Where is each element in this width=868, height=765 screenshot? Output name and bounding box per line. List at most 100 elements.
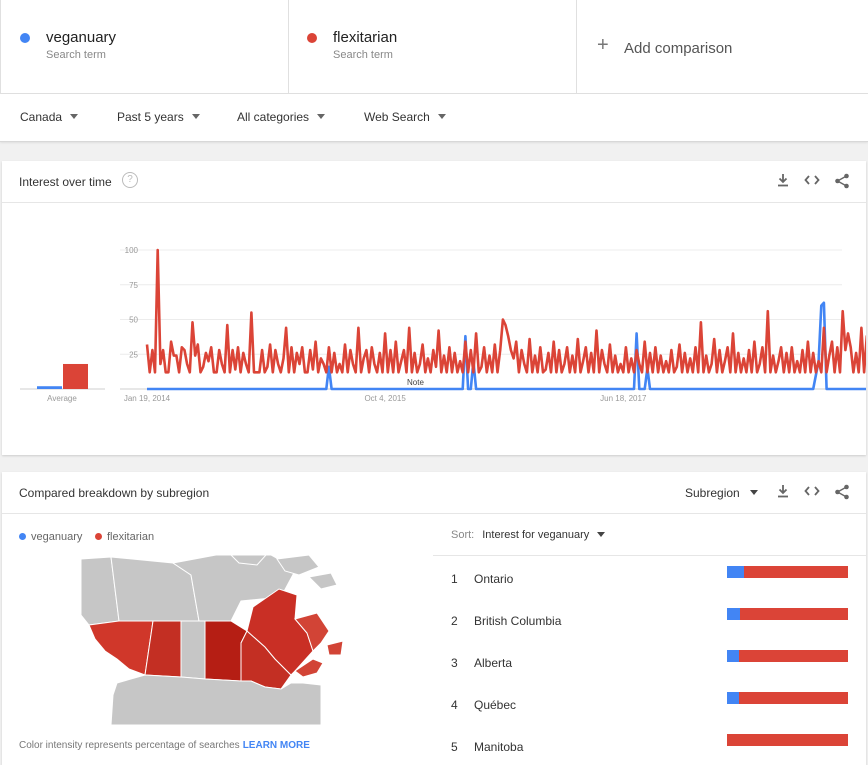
x-tick-label: Oct 4, 2015 bbox=[364, 394, 406, 403]
list-item[interactable]: 3 Alberta bbox=[451, 650, 866, 676]
dropdown-caret-icon bbox=[597, 531, 606, 537]
interest-bar bbox=[727, 608, 848, 620]
region-name: British Columbia bbox=[474, 614, 562, 628]
search-terms-bar: veganuary Search term flexitarian Search… bbox=[0, 0, 868, 94]
y-tick-label: 50 bbox=[129, 316, 138, 325]
download-icon[interactable] bbox=[774, 173, 792, 191]
interest-over-time-chart: 100 75 50 25 Jan 19, 2014 Oct 4, 2015 Jun 18, … bbox=[20, 246, 866, 403]
rank: 1 bbox=[451, 572, 458, 586]
help-icon[interactable]: ? bbox=[122, 172, 138, 188]
legend-dot-icon bbox=[95, 532, 102, 540]
card-header: Compared breakdown by subregion Subregio… bbox=[2, 472, 866, 514]
category-filter-label: All categories bbox=[237, 110, 310, 124]
dropdown-caret-icon bbox=[70, 114, 79, 120]
category-filter[interactable]: All categories bbox=[237, 110, 326, 124]
legend-label: veganuary bbox=[31, 531, 83, 543]
term-type: Search term bbox=[46, 49, 106, 61]
map-region-saskatchewan bbox=[180, 620, 206, 680]
learn-more-link[interactable]: LEARN MORE bbox=[242, 740, 310, 751]
series-dot-icon bbox=[307, 33, 317, 43]
series-dot-icon bbox=[20, 33, 30, 43]
list-item[interactable]: 1 Ontario bbox=[451, 566, 866, 592]
term-type: Search term bbox=[333, 49, 393, 61]
plus-icon: + bbox=[597, 34, 609, 56]
map-region-maritimes bbox=[294, 658, 324, 678]
map-region-british-columbia bbox=[88, 620, 154, 676]
card-header: Interest over time ? bbox=[2, 161, 866, 203]
region-name: Ontario bbox=[474, 572, 514, 586]
interest-bar bbox=[727, 650, 848, 662]
map-region-nunavut bbox=[171, 555, 297, 622]
embed-icon[interactable] bbox=[803, 173, 821, 191]
canada-subregion-map[interactable] bbox=[81, 555, 355, 725]
dropdown-caret-icon bbox=[317, 114, 326, 120]
list-item[interactable]: 2 British Columbia bbox=[451, 608, 866, 634]
y-tick-label: 25 bbox=[129, 350, 138, 359]
search-type-filter[interactable]: Web Search bbox=[364, 110, 446, 124]
search-type-filter-label: Web Search bbox=[364, 110, 430, 124]
sort-value: Interest for veganuary bbox=[482, 529, 590, 541]
search-term-veganuary[interactable]: veganuary Search term bbox=[0, 0, 289, 94]
list-item[interactable]: 5 Manitoba bbox=[451, 734, 866, 760]
dropdown-caret-icon bbox=[191, 114, 200, 120]
veganuary-bar-segment bbox=[727, 608, 741, 620]
download-icon[interactable] bbox=[774, 484, 792, 502]
card-title: Interest over time bbox=[19, 175, 112, 189]
list-item[interactable]: 4 Québec bbox=[451, 692, 866, 718]
average-bar-veganuary bbox=[37, 386, 62, 389]
rank: 5 bbox=[451, 740, 458, 754]
average-label: Average bbox=[47, 394, 77, 403]
legend-label: flexitarian bbox=[107, 531, 155, 543]
share-icon[interactable] bbox=[833, 484, 851, 502]
sort-control[interactable]: Sort: Interest for veganuary bbox=[451, 529, 606, 541]
divider bbox=[433, 555, 866, 556]
legend-item-veganuary: veganuary bbox=[19, 531, 82, 543]
subregion-selector-label: Subregion bbox=[685, 486, 740, 500]
time-filter-label: Past 5 years bbox=[117, 110, 184, 124]
series-line-veganuary bbox=[147, 301, 866, 391]
interest-bar bbox=[727, 692, 848, 704]
map-usa bbox=[110, 674, 322, 725]
x-tick-label: Jun 18, 2017 bbox=[600, 394, 647, 403]
region-filter[interactable]: Canada bbox=[20, 110, 79, 124]
veganuary-bar-segment bbox=[727, 650, 740, 662]
x-tick-label: Jan 19, 2014 bbox=[124, 394, 171, 403]
rank: 4 bbox=[451, 698, 458, 712]
embed-icon[interactable] bbox=[803, 484, 821, 502]
interest-over-time-card: Interest over time ? 100 75 50 25 Jan 19, 20… bbox=[2, 161, 866, 455]
search-term-flexitarian[interactable]: flexitarian Search term bbox=[288, 0, 577, 94]
region-name: Manitoba bbox=[474, 740, 524, 754]
subregion-card: Compared breakdown by subregion Subregio… bbox=[2, 472, 866, 765]
term-name: veganuary bbox=[46, 29, 117, 46]
card-title: Compared breakdown by subregion bbox=[19, 486, 210, 500]
series-line-flexitarian bbox=[145, 248, 866, 374]
region-name: Alberta bbox=[474, 656, 513, 670]
map-note: Color intensity represents percentage of… bbox=[19, 740, 310, 751]
y-tick-label: 100 bbox=[125, 246, 139, 255]
sort-label: Sort: bbox=[451, 529, 475, 541]
map-arctic-islands bbox=[230, 555, 338, 590]
rank: 2 bbox=[451, 614, 458, 628]
share-icon[interactable] bbox=[833, 173, 851, 191]
rank: 3 bbox=[451, 656, 458, 670]
interest-bar bbox=[727, 734, 848, 746]
interest-bar bbox=[727, 566, 848, 578]
veganuary-bar-segment bbox=[727, 566, 744, 578]
dropdown-caret-icon bbox=[749, 490, 758, 496]
y-tick-label: 75 bbox=[129, 281, 138, 290]
average-bar-flexitarian bbox=[63, 363, 88, 389]
add-comparison-button[interactable]: + Add comparison bbox=[577, 0, 868, 94]
term-name: flexitarian bbox=[333, 29, 398, 46]
region-name: Québec bbox=[474, 698, 517, 712]
filters-bar: Canada Past 5 years All categories Web S… bbox=[0, 94, 868, 142]
map-region-newfoundland-labrador bbox=[294, 612, 344, 656]
chart-note-marker: Note bbox=[407, 378, 424, 387]
map-note-text: Color intensity represents percentage of… bbox=[19, 740, 240, 751]
dropdown-caret-icon bbox=[437, 114, 446, 120]
add-comparison-label: Add comparison bbox=[624, 40, 733, 57]
legend-item-flexitarian: flexitarian bbox=[95, 531, 154, 543]
time-filter[interactable]: Past 5 years bbox=[117, 110, 200, 124]
legend-dot-icon bbox=[19, 532, 26, 540]
subregion-selector[interactable]: Subregion bbox=[685, 486, 758, 500]
region-filter-label: Canada bbox=[20, 110, 63, 124]
